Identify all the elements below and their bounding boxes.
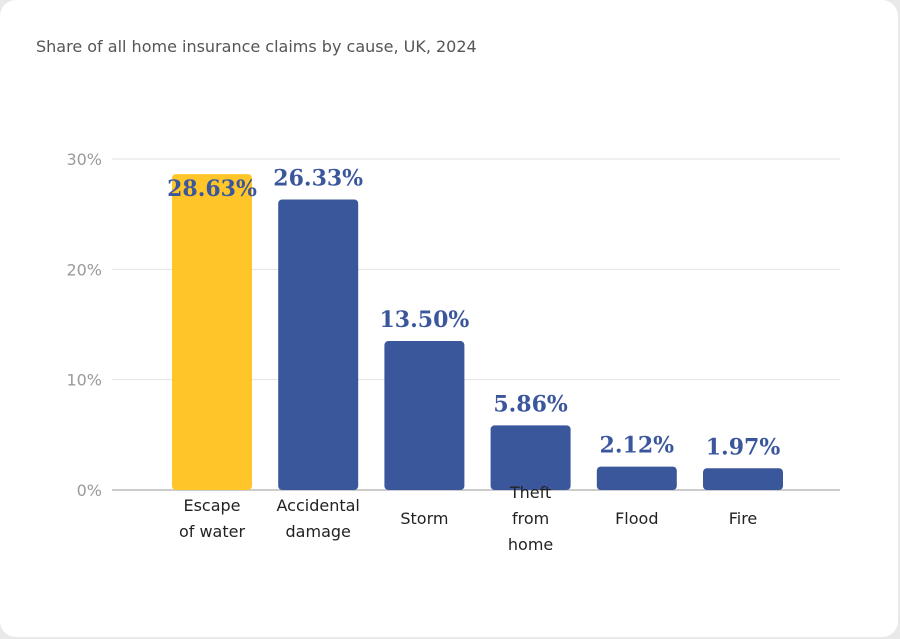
bar [490,425,571,490]
x-tick-label: Escape of water [179,496,246,541]
x-tick-label: Accidental damage [277,496,360,541]
bar [172,174,252,490]
chart-title: Share of all home insurance claims by ca… [36,37,477,56]
data-label: 28.63% [167,176,257,202]
data-label: 5.86% [493,391,568,417]
x-tick-label: Flood [615,509,658,528]
y-tick-label: 10% [66,371,102,390]
bar [384,341,465,490]
bar [703,468,783,490]
y-tick-label: 20% [66,260,102,279]
y-tick-label: 0% [77,481,102,500]
bar [278,199,359,490]
data-label: 26.33% [273,165,363,191]
data-label: 13.50% [380,307,470,333]
y-tick-label: 30% [66,150,102,169]
bar [596,466,677,490]
x-tick-label: Storm [400,509,448,528]
x-tick-label: Fire [729,509,758,528]
data-label: 2.12% [600,433,675,459]
x-tick-label: Theft from home [508,483,553,554]
data-label: 1.97% [706,434,781,460]
